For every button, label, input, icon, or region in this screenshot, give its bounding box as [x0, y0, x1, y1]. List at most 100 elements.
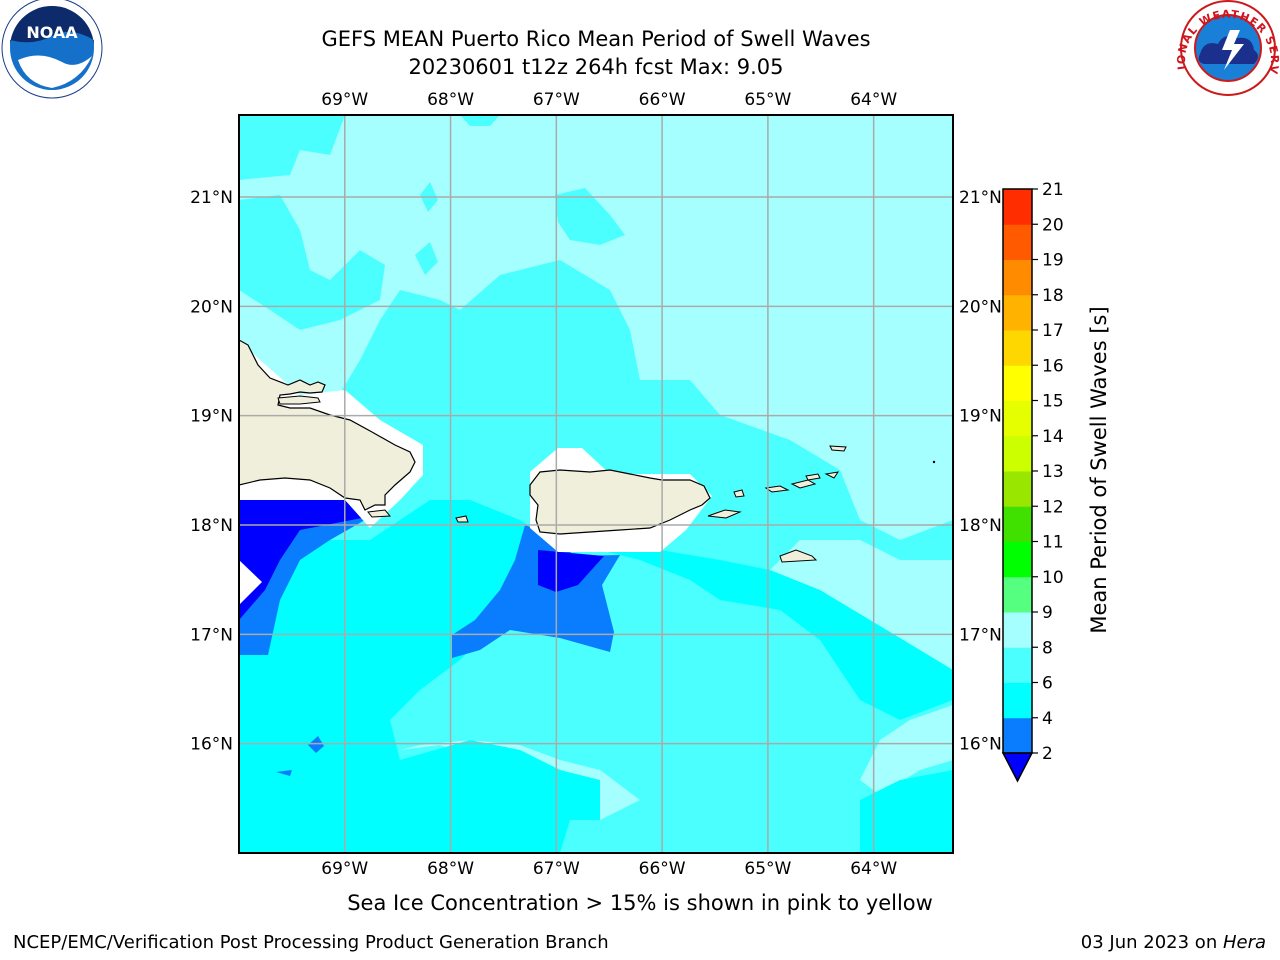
land-speck-east — [932, 460, 936, 464]
field-4-6-patch-w — [360, 540, 460, 620]
lat-label-right: 16°N — [959, 735, 1002, 755]
lon-labels-bottom: 69°W 68°W 67°W 66°W 65°W 64°W — [321, 859, 897, 879]
credit-host: Hera — [1222, 932, 1266, 953]
lon-label-top: 68°W — [427, 90, 474, 110]
colorbar-label: 9 — [1042, 603, 1053, 623]
lon-label-bottom: 64°W — [850, 859, 897, 879]
noaa-label: NOAA — [26, 23, 78, 42]
colorbar-swatch — [1003, 224, 1032, 260]
colorbar-swatch — [1003, 576, 1032, 613]
land-stthomas — [764, 485, 790, 493]
colorbar-swatch — [1003, 400, 1032, 437]
field-8-9-south — [860, 705, 953, 795]
field-4-6-patch-se — [860, 770, 953, 853]
gridlines — [239, 115, 953, 853]
colorbar-label: 17 — [1042, 321, 1064, 341]
lat-labels-right: 21°N 20°N 19°N 18°N 17°N 16°N — [959, 188, 1002, 755]
colorbar-label: 13 — [1042, 462, 1064, 482]
lon-label-top: 64°W — [850, 90, 897, 110]
colorbar-label: 14 — [1042, 427, 1064, 447]
field-6-8-patch-b — [555, 188, 625, 245]
lon-label-top: 69°W — [321, 90, 368, 110]
colorbar-label: 20 — [1042, 215, 1064, 235]
colorbar-swatch — [1003, 435, 1032, 472]
chart-subtitle: 20230601 t12z 264h fcst Max: 9.05 — [408, 55, 784, 79]
land-tortola — [805, 473, 821, 481]
colorbar-extend-min — [1001, 752, 1034, 783]
land-saona — [367, 509, 392, 518]
map-fields — [239, 115, 953, 853]
colorbar-label: 4 — [1042, 709, 1053, 729]
land-tortuga — [277, 395, 321, 405]
lon-label-bottom: 69°W — [321, 859, 368, 879]
colorbar-swatch — [1003, 541, 1032, 578]
colorbar-label: 8 — [1042, 638, 1053, 658]
colorbar-swatch — [1003, 365, 1032, 401]
lat-label-right: 21°N — [959, 188, 1002, 208]
colorbar-label: 12 — [1042, 497, 1064, 517]
lat-label-right: 19°N — [959, 407, 1002, 427]
field-6-8-patch-c — [415, 242, 438, 275]
field-6-8-patch-f — [239, 115, 300, 165]
field-2-4-speck — [308, 736, 324, 753]
credit-date: 03 Jun 2023 on Hera — [1081, 932, 1266, 953]
land-virgingorda — [824, 471, 840, 479]
nws-logo: NATIONAL WEATHER SERVICE — [0, 0, 1280, 96]
credit-branch: NCEP/EMC/Verification Post Processing Pr… — [13, 932, 609, 953]
lon-labels-top: 69°W 68°W 67°W 66°W 65°W 64°W — [321, 90, 897, 110]
noaa-logo: NOAA — [1, 0, 103, 99]
lat-label-left: 21°N — [190, 188, 233, 208]
land-stcroix — [779, 549, 818, 563]
lon-label-bottom: 68°W — [427, 859, 474, 879]
credit-date-text: 03 Jun 2023 on — [1080, 932, 1223, 953]
colorbar-swatch — [1003, 717, 1032, 754]
colorbar-swatch — [1003, 294, 1032, 331]
colorbar-label: 10 — [1042, 568, 1064, 588]
land-vieques — [707, 509, 742, 519]
colorbar-label: 2 — [1042, 744, 1053, 764]
colorbar-swatch — [1003, 471, 1032, 507]
field-6-8-patch-e — [392, 292, 408, 326]
colorbar-label: 11 — [1042, 533, 1064, 553]
colorbar-swatch — [1003, 330, 1032, 366]
field-8-9-east — [760, 540, 953, 700]
field-below2-center — [538, 550, 604, 592]
land-puertorico — [529, 469, 711, 535]
lat-labels-left: 21°N 20°N 19°N 18°N 17°N 16°N — [190, 188, 233, 755]
lon-label-top: 67°W — [533, 90, 580, 110]
lat-label-right: 20°N — [959, 297, 1002, 317]
lon-label-bottom: 67°W — [533, 859, 580, 879]
colorbar-label: 15 — [1042, 392, 1064, 412]
lat-label-left: 19°N — [190, 407, 233, 427]
sea-ice-note: Sea Ice Concentration > 15% is shown in … — [347, 891, 933, 915]
colorbar-label: 16 — [1042, 356, 1064, 376]
field-8-9-north — [239, 115, 953, 540]
lat-label-right: 18°N — [959, 516, 1002, 536]
colorbar: 2 4 6 8 9 10 11 12 13 14 15 16 17 18 19 20 21 — [1001, 180, 1064, 783]
colorbar-swatch — [1003, 612, 1032, 648]
colorbar-swatch — [1003, 259, 1032, 296]
land-stjohn — [790, 479, 817, 489]
field-6-8-patch-a — [239, 195, 385, 330]
colorbar-label: 19 — [1042, 251, 1064, 271]
colorbar-title: Mean Period of Swell Waves [s] — [1087, 306, 1111, 633]
colorbar-label: 21 — [1042, 180, 1064, 200]
lat-label-left: 20°N — [190, 297, 233, 317]
field-6-8-patch-g — [460, 115, 500, 126]
land-anegada — [829, 445, 847, 452]
lat-label-right: 17°N — [959, 625, 1002, 645]
colorbar-swatch — [1003, 647, 1032, 683]
colorbar-swatch — [1003, 506, 1032, 542]
colorbar-label: 18 — [1042, 286, 1064, 306]
lon-label-top: 66°W — [639, 90, 686, 110]
lon-label-bottom: 66°W — [639, 859, 686, 879]
land-mona — [455, 515, 469, 523]
lat-label-left: 18°N — [190, 516, 233, 536]
field-below2-west — [239, 500, 362, 620]
lat-label-left: 17°N — [190, 625, 233, 645]
colorbar-label: 6 — [1042, 674, 1053, 694]
land-culebra — [733, 489, 745, 498]
lon-label-bottom: 65°W — [744, 859, 791, 879]
map-frame — [238, 114, 954, 854]
